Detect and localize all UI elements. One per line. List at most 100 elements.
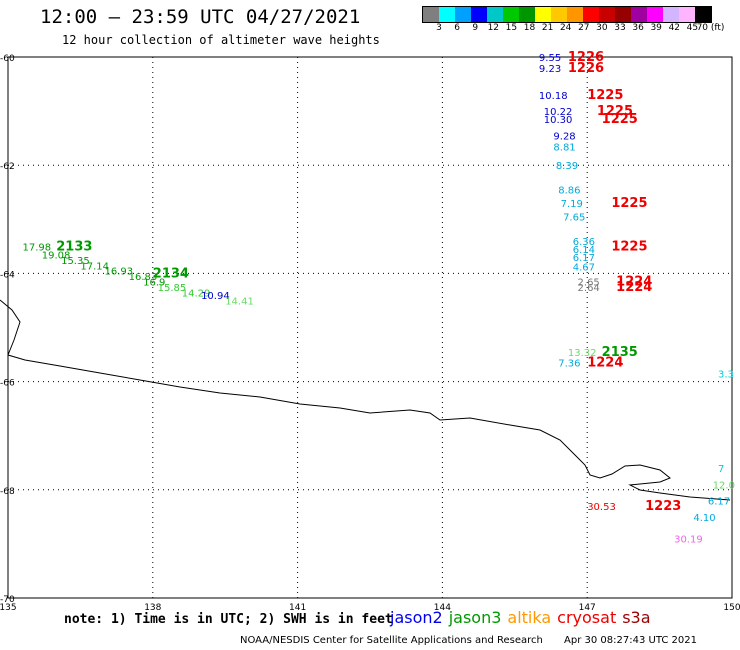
legend-jason2: jason2 xyxy=(390,608,443,627)
colorbar-label: 24 xyxy=(559,23,572,33)
wave-height-label: 14.29 xyxy=(182,288,211,299)
x-tick-label: 141 xyxy=(289,603,306,613)
wave-height-label: 30.53 xyxy=(587,502,616,513)
colorbar-swatch xyxy=(663,7,679,22)
pass-time-label: 1224 xyxy=(616,280,652,295)
colorbar-label: 21 xyxy=(541,23,554,33)
x-tick-label: 144 xyxy=(434,603,451,613)
colorbar-label: 33 xyxy=(614,23,626,33)
footer-timestamp: Apr 30 08:27:43 UTC 2021 xyxy=(564,635,697,646)
pass-time-label: 1225 xyxy=(611,196,647,211)
pass-time-label: 1225 xyxy=(587,88,623,103)
wave-height-label: 30.19 xyxy=(674,534,703,545)
pass-time-label: 1225 xyxy=(611,239,647,254)
colorbar-label: 3 xyxy=(436,23,442,33)
colorbar-swatch xyxy=(551,7,567,22)
wave-height-label: 4.67 xyxy=(573,262,595,273)
map-grid xyxy=(7,56,733,599)
wave-height-colorbar xyxy=(422,6,712,23)
pass-time-label: 2133 xyxy=(56,239,92,254)
pass-time-label: 2134 xyxy=(153,266,189,281)
colorbar-label: 12 xyxy=(487,23,500,33)
colorbar-label: 27 xyxy=(578,23,590,33)
page-title: 12:00 – 23:59 UTC 04/27/2021 xyxy=(40,6,361,28)
colorbar-swatch xyxy=(423,7,439,22)
colorbar-swatch xyxy=(439,7,455,22)
wave-height-label: 9.28 xyxy=(553,131,575,142)
wave-height-label: 6.17 xyxy=(573,253,595,264)
pass-time-label: 1223 xyxy=(645,499,681,514)
coastline xyxy=(0,299,731,501)
colorbar-label: 30 xyxy=(596,23,608,33)
y-tick-label: -62 xyxy=(0,162,15,172)
colorbar-label: 18 xyxy=(523,23,536,33)
wave-height-label: 2.64 xyxy=(578,283,600,294)
colorbar-swatch xyxy=(535,7,551,22)
colorbar-label: 36 xyxy=(632,23,644,33)
legend-cryosat: cryosat xyxy=(557,608,617,627)
wave-height-label: 2.65 xyxy=(578,278,600,289)
colorbar-label: 70 (ft) xyxy=(696,23,725,33)
y-tick-label: -70 xyxy=(0,595,15,605)
note-text: note: 1) Time is in UTC; 2) SWH is in fe… xyxy=(64,612,393,627)
wave-height-label: 10.22 xyxy=(544,107,573,118)
colorbar-label: 6 xyxy=(454,23,460,33)
wave-height-label: 7.65 xyxy=(563,213,585,224)
colorbar-swatch xyxy=(647,7,663,22)
wave-height-label: 19.08 xyxy=(42,250,71,261)
x-tick-label: 138 xyxy=(144,603,161,613)
wave-height-label: 6.14 xyxy=(573,245,595,256)
wave-height-label: 4.10 xyxy=(693,513,715,524)
pass-time-label: 1224 xyxy=(587,356,623,371)
colorbar-swatch xyxy=(631,7,647,22)
y-tick-label: -66 xyxy=(0,379,15,389)
colorbar-swatch xyxy=(455,7,471,22)
wave-height-label: 6.36 xyxy=(573,237,595,248)
x-tick-label: 147 xyxy=(579,603,596,613)
wave-height-label: 6.17 xyxy=(708,497,730,508)
wave-height-label: 7.19 xyxy=(561,199,583,210)
wave-height-label: 3.3 xyxy=(718,369,734,380)
colorbar-labels: 3 6 9 12 15 18 21 24 27 30 33 36 39 42 45 70 (ft) xyxy=(422,23,732,35)
wave-height-label: 17.98 xyxy=(22,242,51,253)
wave-height-label: 15.85 xyxy=(158,283,187,294)
y-tick-label: -60 xyxy=(0,54,15,64)
colorbar-swatch xyxy=(599,7,615,22)
wave-height-label: 9.23 xyxy=(539,64,561,75)
footer: NOAA/NESDIS Center for Satellite Applica… xyxy=(240,635,697,646)
pass-time-label: 1226 xyxy=(568,50,604,65)
colorbar-label: 9 xyxy=(472,23,479,33)
pass-time-label: 1226 xyxy=(568,61,604,76)
colorbar-swatch xyxy=(471,7,487,22)
coastline-path xyxy=(0,299,731,501)
pass-time-label: 1225 xyxy=(597,104,633,119)
colorbar-label: 45 xyxy=(686,23,699,33)
y-tick-label: -68 xyxy=(0,487,15,497)
colorbar-label: 39 xyxy=(650,23,662,33)
wave-height-label: 16.93 xyxy=(105,267,134,278)
colorbar-swatch xyxy=(679,7,695,22)
colorbar-label: 15 xyxy=(505,23,518,33)
colorbar-swatch xyxy=(487,7,503,22)
wave-height-label: 7.36 xyxy=(558,359,580,370)
pass-time-label: 1224 xyxy=(616,275,652,290)
colorbar-swatch xyxy=(503,7,519,22)
pass-time-label: 2135 xyxy=(602,345,638,360)
colorbar-swatch xyxy=(615,7,631,22)
wave-height-label: 8.81 xyxy=(553,142,575,153)
wave-height-label: 10.30 xyxy=(544,115,573,126)
colorbar-swatch xyxy=(519,7,535,22)
colorbar-swatch xyxy=(567,7,583,22)
wave-height-label: 8.86 xyxy=(558,186,580,197)
legend-altika: altika xyxy=(507,608,552,627)
wave-height-label: 9.55 xyxy=(539,53,561,64)
wave-height-label: 13.32 xyxy=(568,348,597,359)
wave-height-label: 10.94 xyxy=(201,291,230,302)
footer-org: NOAA/NESDIS Center for Satellite Applica… xyxy=(240,635,543,646)
wave-height-label: 17.14 xyxy=(80,261,109,272)
wave-height-label: 12.0 xyxy=(713,480,735,491)
colorbar-label: 42 xyxy=(668,23,681,33)
